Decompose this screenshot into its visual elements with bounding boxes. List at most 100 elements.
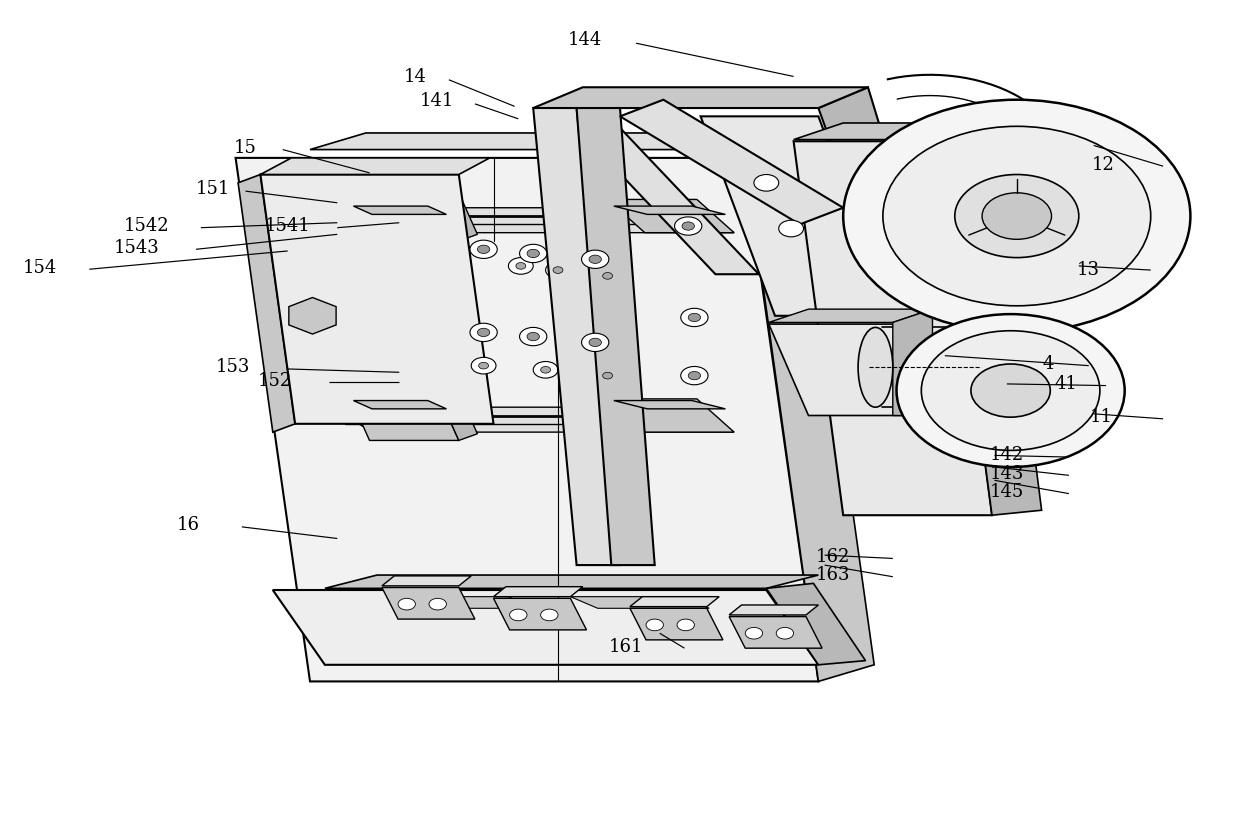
Polygon shape [260,158,490,175]
Circle shape [533,361,558,378]
Polygon shape [744,133,874,681]
Polygon shape [332,407,734,432]
Polygon shape [794,141,992,515]
Circle shape [470,323,497,342]
Circle shape [646,619,663,631]
Circle shape [429,598,446,610]
Polygon shape [533,87,868,108]
Circle shape [510,609,527,621]
Text: 142: 142 [990,446,1024,465]
Text: 1541: 1541 [265,217,310,235]
Circle shape [520,327,547,346]
Text: 4: 4 [1042,355,1054,373]
Circle shape [477,328,490,337]
Polygon shape [620,100,843,224]
Polygon shape [325,575,818,588]
Circle shape [546,262,570,278]
Text: 144: 144 [568,31,603,49]
Polygon shape [769,309,932,322]
Circle shape [897,314,1125,467]
Polygon shape [630,608,723,640]
Text: 154: 154 [22,258,57,277]
Polygon shape [382,588,475,619]
Text: 1543: 1543 [114,238,159,257]
Circle shape [582,333,609,352]
Circle shape [883,126,1151,306]
Polygon shape [577,108,655,565]
Text: 14: 14 [404,68,427,86]
Polygon shape [893,309,932,416]
Text: 145: 145 [990,483,1024,501]
Text: 151: 151 [196,180,231,199]
Polygon shape [769,324,932,416]
Polygon shape [494,587,583,597]
Polygon shape [382,576,471,586]
Polygon shape [614,401,725,409]
Polygon shape [440,392,477,440]
Text: 41: 41 [1055,375,1078,393]
Circle shape [541,366,551,373]
Circle shape [527,249,539,258]
Polygon shape [310,133,800,150]
Circle shape [398,598,415,610]
Polygon shape [729,605,818,615]
Polygon shape [332,208,734,233]
Circle shape [745,627,763,639]
Circle shape [595,268,620,284]
Circle shape [675,217,702,235]
Circle shape [688,313,701,322]
Polygon shape [236,158,818,681]
Text: 152: 152 [258,371,293,390]
Text: 12: 12 [1092,155,1115,174]
Polygon shape [766,583,866,665]
Polygon shape [289,297,336,334]
Circle shape [843,100,1190,332]
Circle shape [508,258,533,274]
Circle shape [982,193,1052,239]
Polygon shape [273,590,818,665]
Polygon shape [238,175,295,432]
Circle shape [955,175,1079,258]
Polygon shape [494,598,587,630]
Circle shape [527,332,539,341]
Circle shape [677,619,694,631]
Polygon shape [260,175,494,424]
Text: 162: 162 [816,548,851,566]
Circle shape [595,367,620,384]
Circle shape [589,255,601,263]
Polygon shape [630,597,719,607]
Text: 13: 13 [1078,261,1100,279]
Circle shape [681,366,708,385]
Ellipse shape [858,327,893,407]
Polygon shape [729,617,822,648]
Polygon shape [614,206,725,214]
Ellipse shape [951,327,986,407]
Circle shape [921,331,1100,450]
Circle shape [971,364,1050,417]
Polygon shape [562,112,759,274]
Polygon shape [351,199,459,241]
Circle shape [479,362,489,369]
Circle shape [471,357,496,374]
Circle shape [688,371,701,380]
Polygon shape [701,116,893,316]
Polygon shape [608,399,734,432]
Text: 153: 153 [216,358,250,376]
Text: 163: 163 [816,566,851,584]
Polygon shape [397,597,536,608]
Text: 1542: 1542 [124,217,169,235]
Polygon shape [570,597,709,608]
Polygon shape [353,401,446,409]
Polygon shape [942,120,1042,515]
Polygon shape [818,87,936,316]
Circle shape [603,372,613,379]
Circle shape [603,273,613,279]
Text: 11: 11 [1090,408,1112,426]
Circle shape [754,175,779,191]
Circle shape [589,338,601,347]
Polygon shape [533,108,620,565]
Polygon shape [608,199,734,233]
Text: 15: 15 [234,139,257,157]
Text: 141: 141 [419,92,454,111]
Circle shape [477,245,490,253]
